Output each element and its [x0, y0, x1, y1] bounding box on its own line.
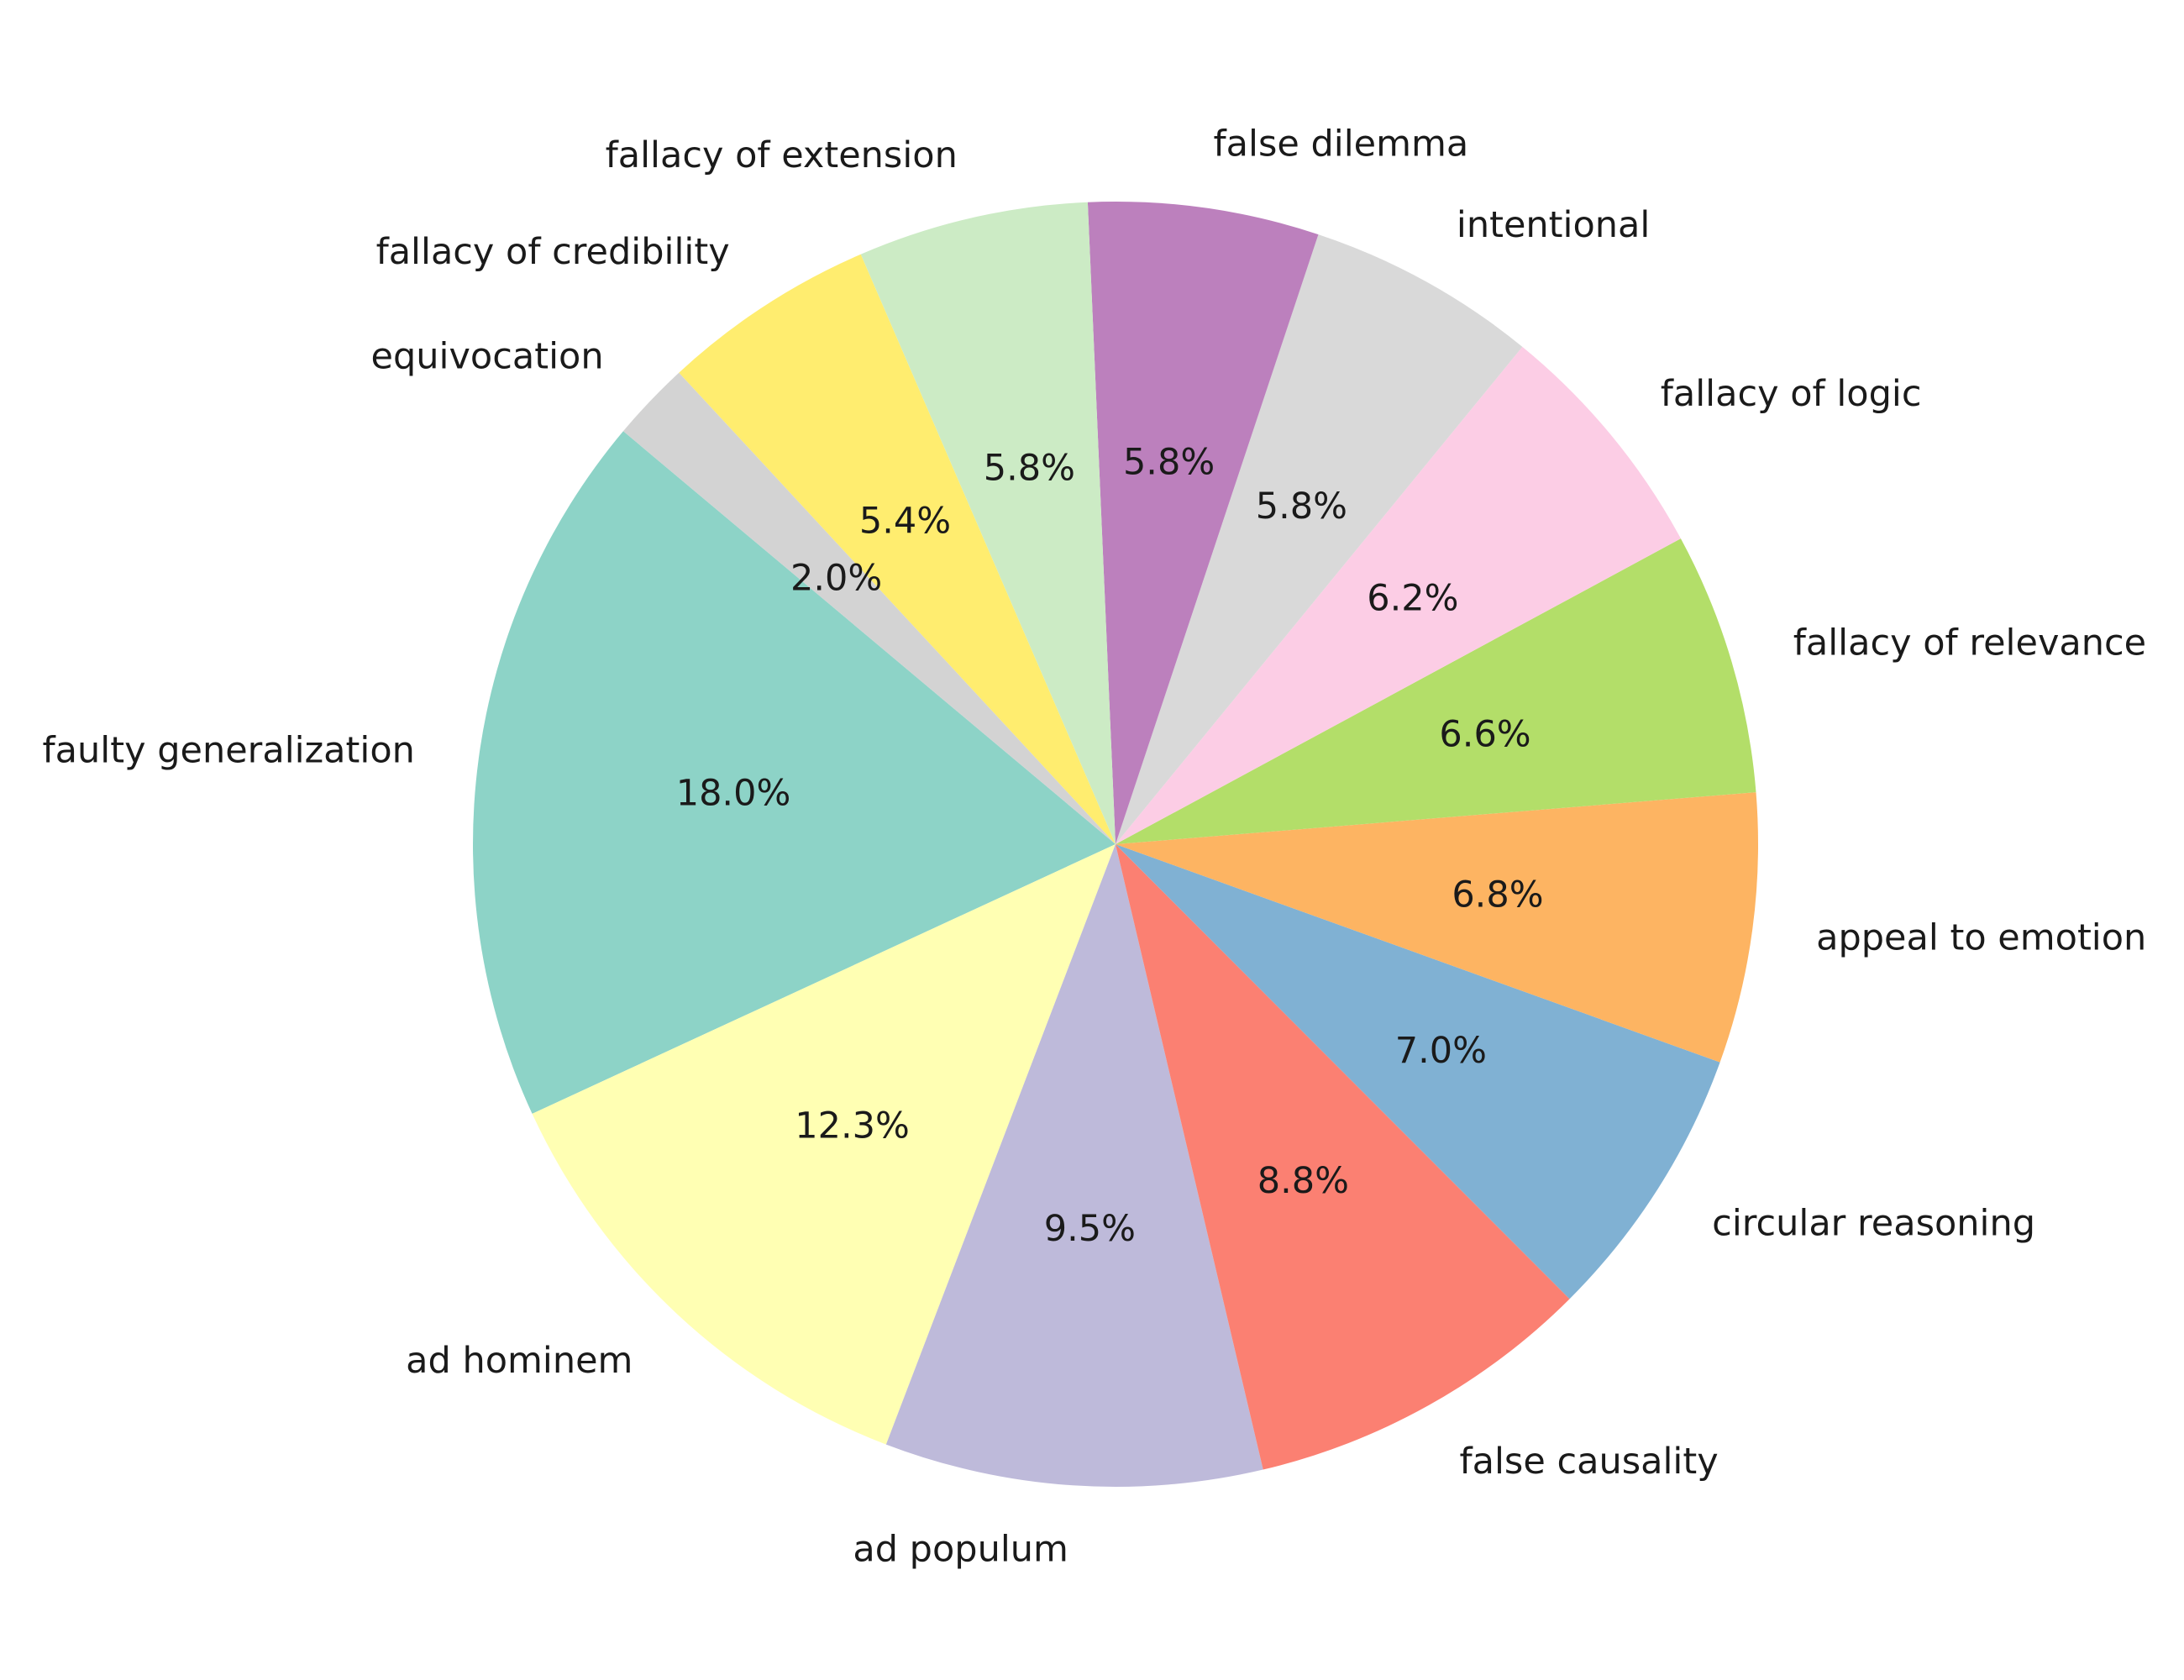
category-label-false-dilemma: false dilemma: [1214, 123, 1469, 165]
percent-label-intentional: 5.8%: [1256, 486, 1347, 528]
category-label-ad-populum: ad populum: [853, 1529, 1068, 1571]
category-label-fallacy-of-credibility: fallacy of credibility: [376, 231, 730, 273]
category-label-fallacy-of-extension: fallacy of extension: [606, 134, 958, 176]
pie-slice-ad-populum: [885, 844, 1263, 1487]
pie-slice-fallacy-of-extension: [860, 202, 1116, 845]
category-label-fallacy-of-logic: fallacy of logic: [1661, 373, 1922, 415]
percent-label-equivocation: 2.0%: [790, 557, 882, 599]
pie-slice-false-causality: [1116, 844, 1570, 1470]
pie-slice-ad-hominem: [532, 844, 1116, 1445]
pie-slice-fallacy-of-credibility: [679, 254, 1116, 844]
pie-slice-fallacy-of-relevance: [1116, 538, 1756, 844]
category-label-fallacy-of-relevance: fallacy of relevance: [1793, 622, 2146, 664]
category-label-ad-hominem: ad hominem: [406, 1340, 633, 1382]
percent-label-false-dilemma: 5.8%: [1123, 441, 1215, 483]
pie-slice-intentional: [1116, 234, 1523, 844]
percent-label-ad-hominem: 12.3%: [795, 1105, 910, 1147]
category-label-false-causality: false causality: [1460, 1441, 1719, 1483]
category-label-circular-reasoning: circular reasoning: [1712, 1202, 2035, 1244]
percent-label-fallacy-of-extension: 5.8%: [984, 448, 1075, 490]
category-label-equivocation: equivocation: [371, 336, 604, 378]
pie-slices: [472, 201, 1759, 1487]
category-labels: faulty generalization ad hominem ad populu…: [43, 123, 2147, 1571]
pie-slice-fallacy-of-logic: [1116, 346, 1681, 844]
percent-label-faulty-generalization: 18.0%: [676, 772, 791, 814]
percent-label-fallacy-of-relevance: 6.6%: [1439, 713, 1530, 755]
percent-label-false-causality: 8.8%: [1257, 1160, 1349, 1202]
percent-label-fallacy-of-logic: 6.2%: [1367, 578, 1458, 620]
pie-slice-appeal-to-emotion: [1116, 792, 1759, 1063]
category-label-intentional: intentional: [1457, 204, 1650, 246]
pie-slice-faulty-generalization: [472, 431, 1116, 1114]
category-label-appeal-to-emotion: appeal to emotion: [1816, 916, 2146, 958]
percent-label-fallacy-of-credibility: 5.4%: [859, 500, 951, 542]
percent-labels: 18.0% 12.3% 9.5% 8.8% 7.0% 6.8% 6.6% 6.2% 5.8% 5.…: [676, 441, 1544, 1250]
pie-slice-equivocation: [622, 372, 1116, 844]
percent-label-ad-populum: 9.5%: [1044, 1208, 1136, 1250]
pie-slice-circular-reasoning: [1116, 844, 1720, 1299]
percent-label-appeal-to-emotion: 6.8%: [1452, 874, 1543, 916]
pie-slice-false-dilemma: [1087, 201, 1319, 844]
category-label-faulty-generalization: faulty generalization: [43, 730, 415, 772]
percent-label-circular-reasoning: 7.0%: [1395, 1030, 1487, 1072]
